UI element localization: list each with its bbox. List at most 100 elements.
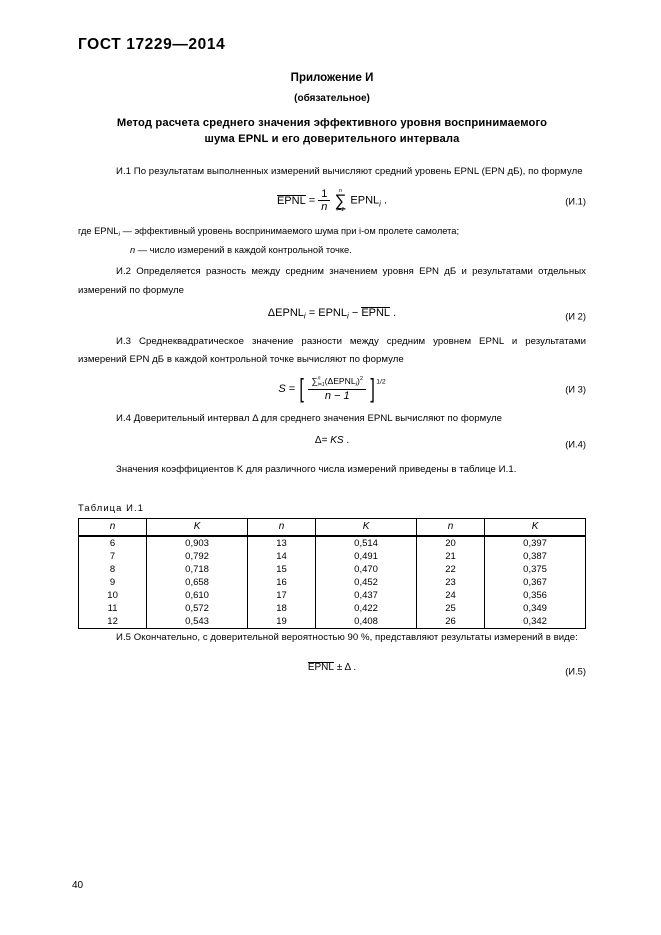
table-cell: 26 bbox=[415, 614, 486, 629]
table-cell: 12 bbox=[77, 614, 148, 629]
table-cell: 25 bbox=[415, 601, 486, 615]
formula-i5-period: . bbox=[353, 661, 357, 673]
formula-i1-summation: n ∑ i=1 bbox=[334, 187, 347, 213]
formula-i2-lhs: EPNL bbox=[275, 306, 304, 319]
sigma-icon: ∑ bbox=[334, 191, 347, 211]
formula-i2-rhs2: EPNL bbox=[361, 306, 391, 319]
table-cell: 19 bbox=[246, 614, 317, 629]
formula-i1-denominator: n bbox=[318, 200, 331, 213]
formula-i5-number: (И.5) bbox=[565, 665, 586, 677]
standard-header: ГОСТ 17229—2014 bbox=[78, 36, 226, 53]
table-cell: 0,543 bbox=[146, 614, 248, 629]
table-header-cell: n bbox=[246, 517, 317, 537]
formula-i2-period: . bbox=[393, 306, 397, 319]
table-cell: 0,342 bbox=[484, 614, 586, 629]
formula-i2-minus: − bbox=[351, 306, 359, 319]
where-row-1: где EPNLi — эффективный уровень восприни… bbox=[78, 222, 586, 241]
formula-i2: ΔEPNLi = EPNLi − EPNL . (И 2) bbox=[78, 306, 586, 325]
clause-i1-text: И.1 По результатам выполненных измерений… bbox=[78, 163, 586, 182]
table-cell: 23 bbox=[415, 575, 486, 589]
annex-heading-line-1: Метод расчета среднего значения эффектив… bbox=[116, 117, 548, 129]
table-cell: 0,572 bbox=[146, 601, 248, 615]
formula-i3-fraction: ∑ni=1(ΔEPNLi)2 n − 1 bbox=[308, 376, 366, 403]
clause-i4-note: Значения коэффициентов K для различного … bbox=[78, 461, 586, 480]
formula-i3-number: (И 3) bbox=[565, 383, 586, 395]
formula-i1-period: . bbox=[383, 194, 388, 207]
table-cell: 16 bbox=[246, 575, 317, 589]
formula-i3-sum-lower: i=1 bbox=[317, 382, 325, 389]
formula-i5-body: EPNL ± Δ . bbox=[78, 661, 586, 674]
table-cell: 21 bbox=[415, 549, 486, 563]
table-cell: 7 bbox=[77, 549, 148, 563]
clause-i4-body: И.4 Доверительный интервал Δ для среднег… bbox=[116, 413, 503, 425]
clause-i3-text: И.3 Среднеквадратическое значение разнос… bbox=[78, 333, 586, 370]
formula-i4-body: Δ= KS . bbox=[78, 435, 586, 446]
where-label: где bbox=[78, 225, 92, 236]
where-block-i1: где EPNLi — эффективный уровень восприни… bbox=[78, 222, 586, 259]
formula-i2-number: (И 2) bbox=[565, 310, 586, 322]
table-cell: 13 bbox=[246, 535, 317, 550]
table-cell: 14 bbox=[246, 549, 317, 563]
table-cell: 20 bbox=[415, 535, 486, 550]
annex-subtitle: (обязательное) bbox=[294, 93, 370, 104]
table-row: 11 0,572 18 0,422 25 0,349 bbox=[77, 601, 586, 615]
formula-i1-fraction: 1 n bbox=[318, 188, 331, 214]
table-head: n K n K n K bbox=[77, 517, 586, 537]
table-caption: Таблица И.1 bbox=[78, 501, 145, 513]
table-cell: 0,397 bbox=[484, 535, 586, 550]
formula-i3-numerator: ∑ni=1(ΔEPNLi)2 bbox=[308, 376, 365, 389]
formula-i1-body: EPNL = 1 n n ∑ i=1 EPNLi . bbox=[78, 188, 586, 214]
formula-i5-lhs: EPNL bbox=[307, 661, 334, 673]
formula-i1-numerator: 1 bbox=[321, 188, 328, 201]
formula-i3-body: S = [ ∑ni=1(ΔEPNLi)2 n − 1 ]1/2 bbox=[78, 376, 586, 403]
table-row: 6 0,903 13 0,514 20 0,397 bbox=[77, 535, 586, 550]
annex-heading-line-2: шума EPNL и его доверительного интервала bbox=[204, 133, 460, 146]
formula-i3-num-sub: i bbox=[355, 381, 357, 389]
clause-i5-text: И.5 Окончательно, с доверительной вероят… bbox=[78, 629, 586, 648]
table-row: 8 0,718 15 0,470 22 0,375 bbox=[77, 562, 586, 576]
formula-i3-sum-upper: n bbox=[317, 375, 321, 382]
table-cell: 0,422 bbox=[315, 601, 417, 615]
where-item2-text: — число измерений в каждой контрольной т… bbox=[137, 245, 352, 255]
formula-i1-sum-upper: n bbox=[338, 187, 342, 194]
table-header-cell: K bbox=[315, 517, 417, 537]
table-cell: 0,356 bbox=[484, 588, 586, 602]
formula-i4: Δ= KS . (И.4) bbox=[78, 435, 586, 453]
table-row: 9 0,658 16 0,452 23 0,367 bbox=[77, 575, 586, 589]
table-row: 12 0,543 19 0,408 26 0,342 bbox=[77, 614, 586, 629]
table-cell: 15 bbox=[246, 562, 317, 576]
table-cell: 0,375 bbox=[484, 562, 586, 576]
page-number: 40 bbox=[72, 880, 84, 891]
table-header-cell: K bbox=[484, 517, 586, 537]
formula-i1-number: (И.1) bbox=[565, 195, 586, 207]
annex-title: Приложение И bbox=[290, 72, 374, 84]
formula-i4-k: K bbox=[330, 435, 337, 447]
table-cell: 0,491 bbox=[315, 549, 417, 563]
formula-i2-body: ΔEPNLi = EPNLi − EPNL . bbox=[78, 306, 586, 321]
table-cell: 0,349 bbox=[484, 601, 586, 615]
clause-i5-body: И.5 Окончательно, с доверительной вероят… bbox=[116, 631, 578, 643]
formula-i1-term: EPNL bbox=[350, 194, 380, 207]
formula-i4-delta: Δ= bbox=[314, 435, 328, 447]
table-row: 10 0,610 17 0,437 24 0,356 bbox=[77, 588, 586, 602]
bracket-open-icon: [ bbox=[299, 375, 305, 404]
table-header-cell: K bbox=[146, 517, 248, 537]
table-cell: 0,718 bbox=[146, 562, 248, 576]
table-body: 6 0,903 13 0,514 20 0,397 7 0,792 14 0,4… bbox=[77, 535, 586, 629]
clause-i4-note-body: Значения коэффициентов K для различного … bbox=[116, 464, 517, 476]
formula-i4-s: S bbox=[336, 435, 344, 447]
table-cell: 22 bbox=[415, 562, 486, 576]
table-cell: 0,903 bbox=[146, 535, 248, 550]
formula-i2-rhs1-sub: i bbox=[346, 311, 349, 321]
where-item2-symbol: n bbox=[130, 245, 136, 255]
table-cell: 8 bbox=[77, 562, 148, 576]
formula-i1-term-sub: i bbox=[379, 199, 381, 209]
bracket-close-icon: ] bbox=[370, 375, 375, 404]
formula-i3-lhs: S bbox=[278, 383, 286, 396]
table-cell: 0,367 bbox=[484, 575, 586, 589]
formula-i3: S = [ ∑ni=1(ΔEPNLi)2 n − 1 ]1/2 (И 3) bbox=[78, 376, 586, 403]
table-header-row: n K n K n K bbox=[77, 517, 586, 537]
table-header-cell: n bbox=[415, 517, 486, 537]
table-cell: 11 bbox=[77, 601, 148, 615]
clause-i4-text: И.4 Доверительный интервал Δ для среднег… bbox=[78, 410, 586, 429]
